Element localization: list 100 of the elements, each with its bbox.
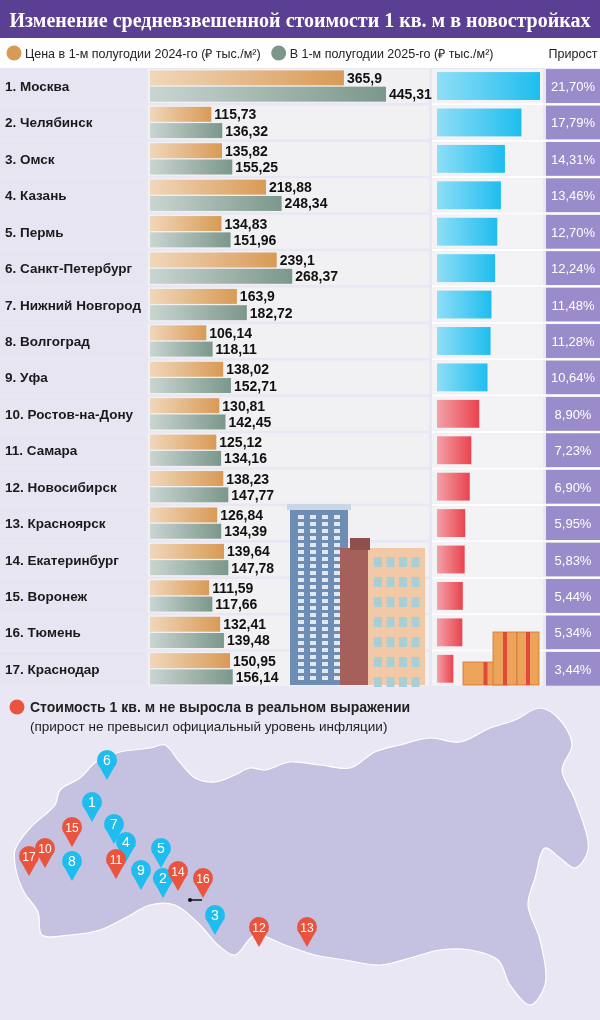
category-label: 6	[103, 752, 112, 768]
data-label: 147,78	[231, 559, 275, 576]
bar	[150, 414, 226, 430]
data-label: 147,77	[231, 486, 275, 503]
data-label: 138,02	[226, 361, 270, 378]
category-label: 16	[196, 872, 210, 886]
bar	[150, 361, 224, 377]
data-label: 117,66	[215, 596, 258, 613]
bar	[150, 143, 222, 159]
text: Прирост	[548, 47, 598, 61]
bar	[150, 106, 212, 122]
data-label: 17,79%	[550, 115, 596, 131]
y-tick-label: 12. Новосибирск	[5, 479, 117, 495]
y-tick-label: 11. Самара	[5, 443, 78, 459]
bar	[150, 507, 218, 523]
data-label: 14,31%	[550, 151, 596, 167]
data-label: 151,96	[233, 231, 277, 248]
data-label: 218,88	[269, 179, 313, 196]
y-tick-label: 13. Красноярск	[5, 516, 106, 532]
bar	[437, 545, 465, 574]
data-label: 365,9	[346, 69, 383, 86]
data-label: 268,37	[295, 268, 339, 285]
data-label: 132,41	[223, 616, 267, 633]
bar	[150, 471, 224, 487]
bar	[150, 70, 344, 86]
category-label: 14	[171, 865, 185, 879]
data-label: 11,28%	[551, 333, 595, 349]
data-label: 12,70%	[550, 224, 596, 240]
bar	[437, 654, 454, 683]
bar	[437, 509, 466, 538]
y-tick-label: 9. Уфа	[5, 370, 49, 386]
data-label: 156,14	[235, 668, 279, 685]
y-tick-label: 10. Ростов-на-Дону	[5, 406, 134, 422]
data-label: 138,23	[226, 470, 270, 487]
bar	[150, 616, 221, 632]
data-label: 445,31	[389, 86, 433, 103]
data-label: 130,81	[222, 397, 266, 414]
bar	[150, 633, 224, 648]
y-tick-label: 6. Санкт-Петербург	[5, 261, 133, 277]
data-label: 6,90%	[554, 479, 592, 495]
data-label: 248,34	[284, 195, 328, 212]
bar	[437, 436, 472, 465]
category-label: 13	[300, 921, 314, 935]
bar	[150, 580, 210, 596]
legend-label: Цена в 1-м полугодии 2024-го (₽ тыс./м²)	[25, 47, 261, 61]
bar	[150, 596, 213, 612]
data-label: 152,71	[233, 377, 277, 394]
data-label: 5,83%	[554, 552, 592, 568]
y-tick-label: 15. Воронеж	[5, 588, 88, 604]
data-label: 13,46%	[550, 188, 596, 204]
y-tick-label: 16. Тюмень	[5, 625, 81, 641]
y-tick-label: 5. Пермь	[5, 224, 64, 240]
bar	[150, 341, 213, 357]
y-tick-label: 3. Омск	[5, 151, 55, 167]
y-tick-label: 1. Москва	[5, 79, 70, 95]
category-label: 9	[137, 862, 146, 878]
data-label: 155,25	[235, 159, 279, 176]
data-label: 10,64%	[550, 370, 596, 386]
bar	[150, 179, 266, 195]
bar	[150, 543, 224, 559]
data-label: 182,72	[249, 304, 293, 321]
data-label: 12,24%	[550, 261, 596, 277]
bar	[150, 434, 217, 450]
bar	[437, 618, 463, 647]
bar	[150, 252, 277, 268]
text: (прирост не превысил официальный уровень инфляции)	[30, 719, 388, 734]
bar	[150, 325, 207, 341]
category-label: 12	[252, 921, 266, 935]
bar	[150, 398, 220, 414]
data-label: 163,9	[239, 288, 276, 305]
data-label: 150,95	[233, 652, 277, 669]
data-label: 5,34%	[554, 625, 592, 641]
category-label: 2	[159, 870, 168, 886]
data-label: 139,64	[227, 543, 271, 560]
bar	[150, 216, 222, 232]
category-label: 1	[88, 794, 97, 810]
category-label: 15	[65, 821, 79, 835]
bar	[437, 581, 463, 610]
text: Стоимость 1 кв. м не выросла в реальном выражении	[30, 699, 411, 715]
data-label: 142,45	[228, 413, 272, 430]
bar	[150, 669, 233, 685]
legend-label: В 1-м полугодии 2025-го (₽ тыс./м²)	[289, 47, 494, 61]
bar	[150, 288, 237, 304]
bar	[150, 232, 231, 248]
data-label: 111,59	[212, 579, 254, 596]
data-label: 135,82	[224, 142, 269, 159]
y-tick-label: 2. Челябинск	[5, 115, 93, 131]
bar	[150, 268, 293, 284]
y-tick-label: 7. Нижний Новгород	[5, 297, 142, 313]
category-label: 4	[122, 834, 131, 850]
data-label: 8,90%	[554, 406, 592, 422]
bar	[150, 450, 222, 466]
category-label: 5	[157, 840, 166, 856]
data-label: 118,11	[215, 341, 258, 358]
data-label: 139,48	[226, 632, 270, 649]
chart-title: Изменение средневзвешенной стоимости 1 кв. м в новостройках	[9, 9, 591, 32]
y-tick-label: 14. Екатеринбург	[5, 552, 120, 568]
data-label: 126,84	[220, 506, 264, 523]
bar	[150, 523, 222, 539]
data-label: 125,12	[219, 434, 263, 451]
